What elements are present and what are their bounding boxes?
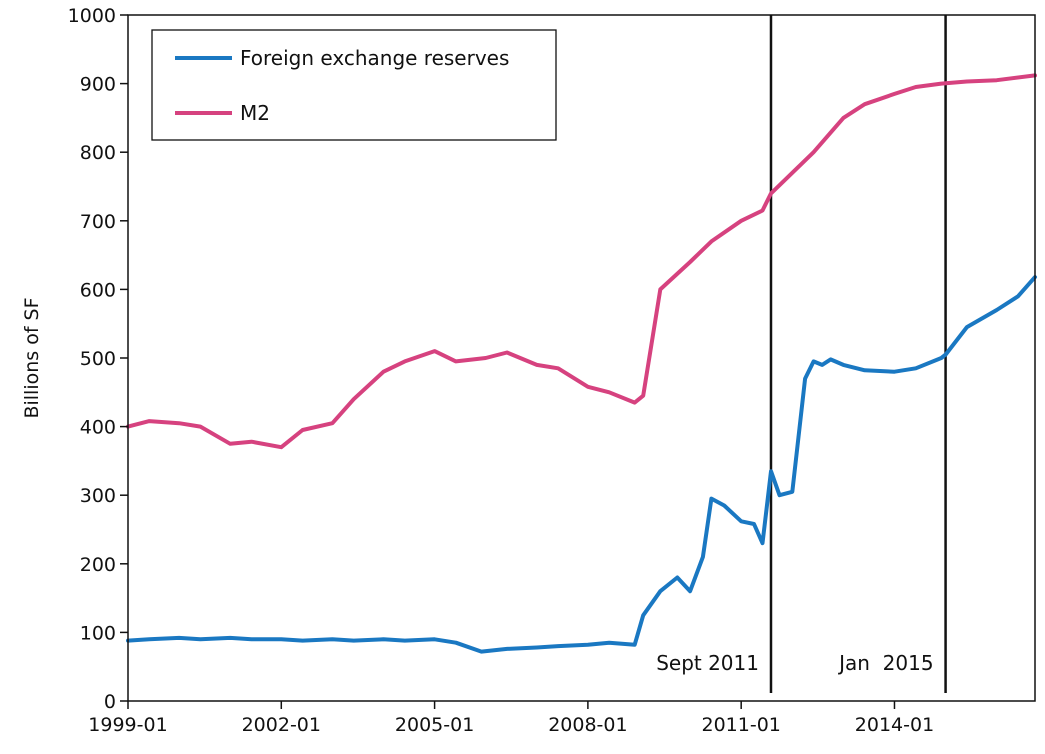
y-tick-label: 200 [80,554,116,576]
y-tick-label: 400 [80,417,116,439]
y-tick-label: 700 [80,211,116,233]
series-line-foreign-exchange-reserves [126,275,1037,654]
legend: Foreign exchange reserves M2 [151,29,557,141]
x-tick-label: 2005-01 [395,714,474,736]
y-tick-label: 0 [104,691,116,713]
series-line-m2 [126,73,1037,450]
annotation-label-0: Sept 2011 [656,651,759,675]
legend-label-m2: M2 [240,101,270,125]
annotation-label-1: Jan 2015 [837,651,933,675]
x-tick-label: 2002-01 [242,714,321,736]
y-tick-label: 800 [80,142,116,164]
y-tick-label: 300 [80,485,116,507]
y-axis-title: Billions of SF [21,297,43,418]
y-tick-label: 1000 [68,5,116,27]
legend-label-fx: Foreign exchange reserves [240,46,509,70]
y-tick-label: 600 [80,279,116,301]
event-lines [769,15,947,693]
x-tick-label: 1999-01 [88,714,167,736]
x-axis-ticks: 1999-01 2002-01 2005-01 2008-01 2011-01 2014-… [88,701,934,736]
legend-box [151,29,557,141]
y-axis-ticks: 0 100 200 300 400 500 600 700 800 900 1000 [68,5,128,713]
y-tick-label: 900 [80,74,116,96]
x-tick-label: 2011-01 [701,714,780,736]
annotations: Sept 2011 Jan 2015 [656,651,933,675]
series-layer [126,73,1037,654]
y-tick-label: 100 [80,622,116,644]
x-tick-label: 2014-01 [855,714,934,736]
x-tick-label: 2008-01 [548,714,627,736]
y-tick-label: 500 [80,348,116,370]
